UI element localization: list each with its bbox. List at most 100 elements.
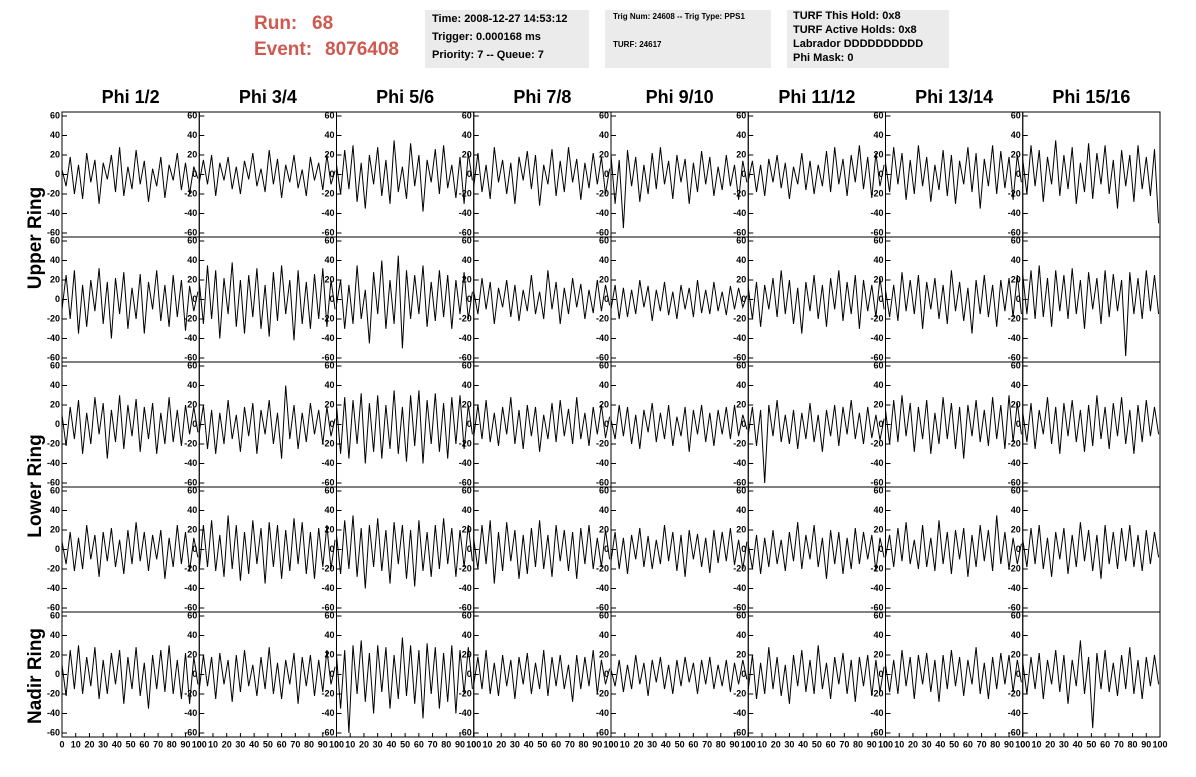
column-label: Phi 13/14 (915, 87, 993, 107)
y-tick-label: -40 (184, 208, 197, 218)
y-tick-label: 40 (599, 255, 609, 265)
y-tick-label: 0 (741, 294, 746, 304)
y-tick-label: -40 (321, 458, 334, 468)
y-tick-label: 40 (599, 630, 609, 640)
y-tick-label: 60 (187, 610, 197, 620)
waveform (885, 395, 1022, 459)
y-tick-label: 20 (1011, 274, 1021, 284)
y-tick-label: 60 (1011, 235, 1021, 245)
y-tick-label: 20 (50, 274, 60, 284)
y-tick-label: 0 (741, 669, 746, 679)
y-tick-label: 20 (187, 399, 197, 409)
x-tick-label: 0 (608, 739, 613, 749)
row-label: Upper Ring (25, 187, 46, 289)
y-tick-label: 60 (50, 110, 60, 120)
y-tick-label: 0 (55, 669, 60, 679)
x-tick-label: 30 (235, 739, 245, 749)
y-tick-label: 40 (736, 130, 746, 140)
waveform (885, 647, 1022, 702)
y-tick-label: -60 (1008, 727, 1021, 737)
y-tick-label: 0 (192, 419, 197, 429)
y-tick-label: 0 (1016, 169, 1021, 179)
column-label: Phi 1/2 (102, 87, 160, 107)
y-tick-label: -60 (1008, 352, 1021, 362)
y-tick-label: -40 (596, 708, 609, 718)
y-tick-label: 0 (329, 169, 334, 179)
y-tick-label: 60 (599, 360, 609, 370)
y-tick-label: 20 (187, 274, 197, 284)
y-tick-label: 60 (873, 610, 883, 620)
x-tick-label: 60 (963, 739, 973, 749)
y-tick-label: -40 (1008, 458, 1021, 468)
y-tick-label: 40 (462, 380, 472, 390)
waveform (610, 147, 748, 229)
y-tick-label: -20 (596, 563, 609, 573)
y-tick-label: 60 (873, 110, 883, 120)
x-tick-label: 0 (883, 739, 888, 749)
x-tick-label: 20 (771, 739, 781, 749)
x-tick-label: 60 (139, 739, 149, 749)
y-tick-label: 0 (55, 169, 60, 179)
y-tick-label: 60 (50, 610, 60, 620)
x-tick-label: 50 (263, 739, 273, 749)
y-tick-label: 0 (604, 169, 609, 179)
y-tick-label: -20 (870, 563, 883, 573)
waveform (198, 385, 336, 459)
x-tick-label: 60 (551, 739, 561, 749)
y-tick-label: 0 (192, 169, 197, 179)
info-text: TURF Active Holds: 0x8 (793, 24, 917, 36)
waveform (61, 268, 199, 339)
waveform (610, 654, 748, 697)
event-value: 8076408 (325, 39, 399, 60)
y-tick-label: 40 (187, 255, 197, 265)
y-tick-label: -40 (1008, 583, 1021, 593)
y-tick-label: 40 (187, 505, 197, 515)
y-tick-label: -20 (184, 438, 197, 448)
y-tick-label: -60 (1008, 602, 1021, 612)
x-tick-label: 70 (977, 739, 987, 749)
y-tick-label: 0 (878, 544, 883, 554)
x-tick-label: 20 (496, 739, 506, 749)
x-tick-label: 100 (1015, 739, 1030, 749)
x-tick-label: 50 (1086, 739, 1096, 749)
x-tick-label: 50 (537, 739, 547, 749)
y-tick-label: -20 (733, 563, 746, 573)
y-tick-label: -60 (184, 727, 197, 737)
y-tick-label: -60 (184, 227, 197, 237)
y-tick-label: 0 (878, 669, 883, 679)
row-label: Lower Ring (25, 434, 46, 537)
x-tick-label: 40 (935, 739, 945, 749)
x-tick-label: 60 (826, 739, 836, 749)
y-tick-label: 0 (741, 544, 746, 554)
x-tick-label: 30 (1059, 739, 1069, 749)
y-tick-label: -60 (870, 727, 883, 737)
panel (198, 611, 337, 738)
y-tick-label: -20 (321, 688, 334, 698)
waveform (885, 145, 1022, 209)
y-tick-label: 60 (599, 110, 609, 120)
waveform (61, 147, 199, 204)
y-tick-label: 0 (741, 419, 746, 429)
waveform (1022, 265, 1160, 357)
y-tick-label: -60 (47, 227, 60, 237)
y-tick-label: 20 (50, 649, 60, 659)
waveform (747, 270, 885, 334)
y-tick-label: -60 (870, 477, 883, 487)
waveform (336, 390, 473, 464)
y-tick-label: 40 (736, 255, 746, 265)
y-tick-label: -60 (596, 227, 609, 237)
y-tick-label: 20 (599, 274, 609, 284)
x-tick-label: 100 (192, 739, 207, 749)
event-label: Event: (254, 39, 312, 60)
y-tick-label: -20 (321, 313, 334, 323)
y-tick-label: 20 (50, 399, 60, 409)
waveform (1022, 640, 1160, 729)
y-tick-label: 0 (467, 544, 472, 554)
y-tick-label: -40 (459, 583, 472, 593)
y-tick-label: 60 (187, 110, 197, 120)
x-tick-label: 90 (592, 739, 602, 749)
info-text: Time: 2008-12-27 14:53:12 (432, 13, 568, 25)
y-tick-label: 40 (462, 255, 472, 265)
y-tick-label: 60 (873, 235, 883, 245)
y-tick-label: 20 (736, 649, 746, 659)
